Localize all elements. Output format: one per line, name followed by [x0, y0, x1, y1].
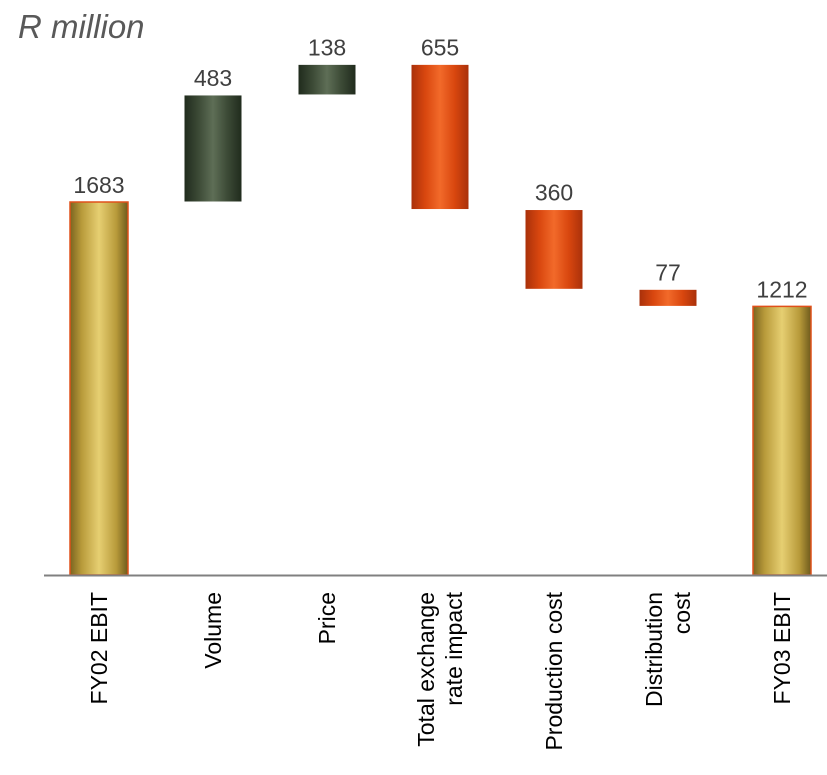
- value-label-1: 483: [194, 65, 232, 91]
- category-label-0: FY02 EBIT: [86, 592, 112, 704]
- value-label-5: 77: [655, 259, 681, 285]
- bar-5: [638, 288, 698, 307]
- category-label-3: Total exchangerate impact: [413, 591, 467, 746]
- category-label-1: Volume: [200, 592, 226, 669]
- value-label-4: 360: [535, 180, 573, 206]
- bar-2: [297, 63, 357, 96]
- category-label-2: Price: [314, 592, 340, 644]
- bar-6: [752, 305, 812, 576]
- category-label-5: Distributioncost: [641, 591, 695, 707]
- bar-3: [410, 63, 470, 211]
- category-label-4: Production cost: [541, 591, 567, 750]
- value-label-0: 1683: [73, 172, 124, 198]
- bar-0: [69, 201, 129, 576]
- category-label-6: FY03 EBIT: [769, 592, 795, 704]
- value-label-3: 655: [421, 34, 459, 60]
- bar-4: [524, 209, 584, 290]
- value-label-6: 1212: [756, 276, 807, 302]
- value-label-2: 138: [308, 34, 346, 60]
- unit-label: R million: [18, 8, 145, 45]
- bar-1: [183, 94, 243, 203]
